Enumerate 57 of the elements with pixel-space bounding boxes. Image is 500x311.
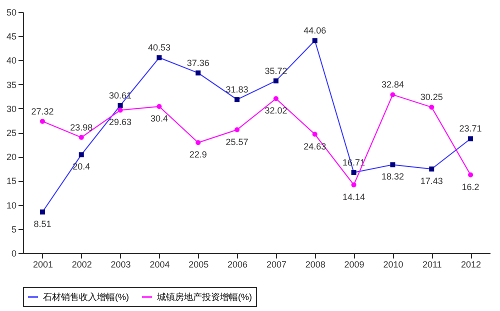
legend-label: 城镇房地产投资增幅(%) [156,292,252,302]
data-label: 25.57 [226,136,248,147]
point [118,108,123,113]
legend-label: 石材销售收入增幅(%) [43,292,129,302]
data-label: 32.02 [264,106,288,116]
data-label: 17.43 [420,176,443,186]
data-label: 23.98 [70,122,93,132]
x-tick-label: 2012 [461,260,482,270]
y-tick-label: 15 [6,176,16,186]
y-tick-label: 25 [6,128,16,138]
y-tick-label: 10 [6,200,16,210]
x-tick-label: 2008 [305,260,326,270]
y-tick-label: 50 [6,8,16,18]
y-tick-label: 45 [6,32,16,42]
data-label: 29.63 [109,117,132,128]
point [390,92,396,98]
y-tick-label: 0 [11,248,16,258]
data-label: 27.32 [31,106,54,116]
y-tick-label: 30 [6,104,16,114]
point [40,118,45,124]
x-tick-label: 2009 [344,260,364,270]
data-label: 37.36 [186,58,210,68]
y-tick-label: 40 [6,56,16,66]
data-label: 30.4 [150,113,168,124]
x-tick-label: 2010 [383,260,404,270]
x-tick-label: 2007 [266,260,286,270]
y-tick-label: 35 [6,80,16,90]
data-label: 14.14 [342,192,366,202]
data-label: 16.2 [462,182,480,192]
data-label: 18.32 [381,172,404,182]
point [156,104,162,109]
data-label: 40.53 [148,42,170,53]
point [429,104,434,110]
data-label: 20.4 [72,162,90,172]
point [196,140,201,146]
y-tick-label: 20 [6,152,16,162]
point [273,96,278,102]
data-label: 8.51 [34,218,52,229]
data-label: 32.84 [381,80,404,90]
data-label: 44.06 [304,26,326,36]
y-tick-label: 5 [11,224,16,234]
x-tick-label: 2003 [110,260,131,270]
x-tick-label: 2004 [150,260,170,270]
x-tick-label: 2002 [72,260,92,270]
x-tick-label: 2005 [188,260,209,270]
x-tick-label: 2001 [32,260,53,270]
point [312,132,318,137]
point [234,127,240,132]
data-label: 31.83 [226,84,248,95]
data-label: 22.9 [189,150,207,160]
data-label: 23.71 [459,124,482,134]
data-label: 30.25 [420,92,443,102]
x-tick-label: 2006 [228,260,248,270]
x-tick-label: 2011 [422,260,442,270]
point [78,134,84,140]
point [351,182,356,188]
point [468,172,474,178]
